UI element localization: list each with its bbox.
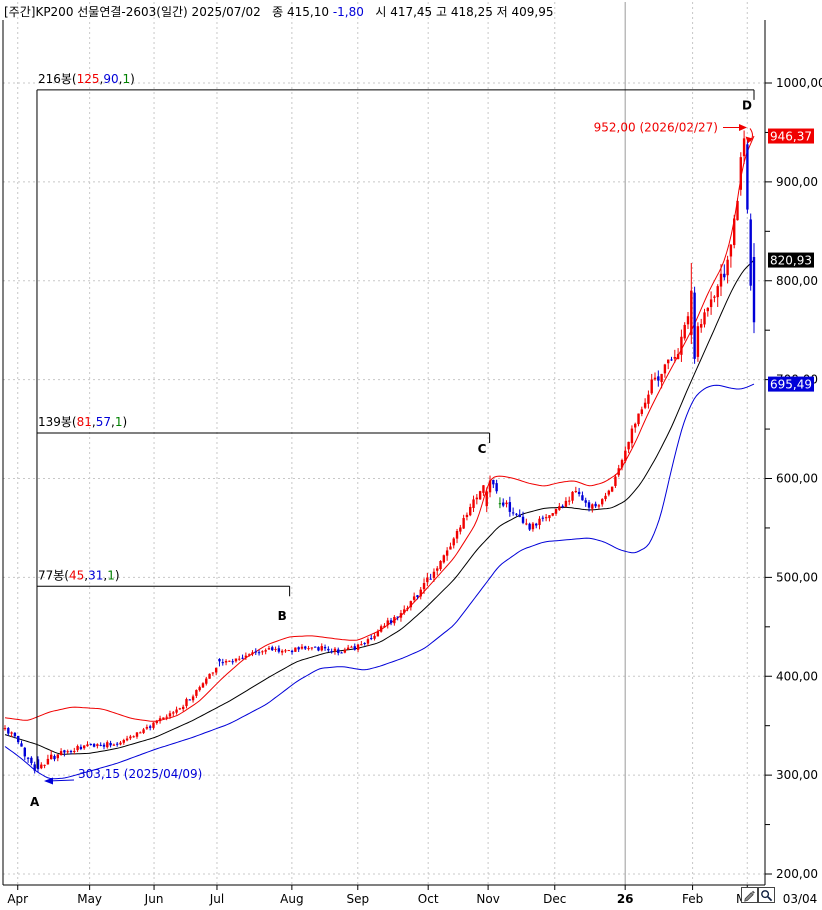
price-marker-value: 695,49: [770, 378, 812, 392]
x-axis-month-label: Feb: [682, 892, 703, 906]
chart-title: [주간]KP200 선물연결-2603(일간) 2025/07/02 종 415…: [4, 3, 554, 20]
grid-layer: [3, 2, 765, 885]
bands-layer: [4, 135, 755, 780]
price-marker-value: 820,93: [770, 254, 812, 268]
title-change-value: -1,80: [332, 5, 364, 19]
title-symbol-ohlc: [주간]KP200 선물연결-2603(일간) 2025/07/02 종 415…: [4, 5, 333, 19]
lower-band-line: [4, 383, 755, 780]
swing-point-letter: C: [478, 442, 487, 456]
price-marker-value: 946,37: [770, 130, 812, 144]
y-axis-label: 300,00: [776, 768, 818, 782]
y-axis-label: 500,00: [776, 570, 818, 584]
price-marker-box: [768, 252, 814, 268]
swing-point-letter: D: [742, 99, 752, 113]
candles-layer: [3, 130, 756, 774]
y-axis-label: 200,00: [776, 867, 818, 881]
x-axis-month-label: Dec: [543, 892, 566, 906]
x-axis-month-label: Nov: [476, 892, 499, 906]
x-axis-month-label: Jun: [144, 892, 164, 906]
bar-count-label: 77봉(45,31,1): [38, 568, 120, 582]
price-marker-box: [768, 128, 814, 144]
y-axis-label: 400,00: [776, 669, 818, 683]
draw-tool-button[interactable]: [741, 887, 758, 903]
y-axis-label: 900,00: [776, 175, 818, 189]
middle-band-line: [4, 259, 755, 755]
bar-count-label: 139봉(81,57,1): [38, 415, 127, 429]
y-axis-label: 1000,00: [776, 76, 822, 90]
x-axis-month-label: 26: [617, 892, 634, 906]
bar-count-label: 216봉(125,90,1): [38, 72, 135, 86]
low-point-label: 303,15 (2025/04/09): [78, 767, 202, 781]
pencil-icon: [744, 890, 755, 902]
title-open-high-low: 시 417,45 고 418,25 저 409,95: [363, 5, 554, 19]
x-axis-month-label: Oct: [418, 892, 439, 906]
annotations-layer: 216봉(125,90,1) D 139봉(81,57,1) C 77봉(45,31,1…: [30, 72, 755, 809]
swing-point-letter: A: [30, 795, 40, 809]
x-axis-month-label: Sep: [346, 892, 369, 906]
zoom-tool-button[interactable]: [758, 887, 775, 903]
y-axis-label: 600,00: [776, 472, 818, 486]
y-axis-label: 800,00: [776, 274, 818, 288]
high-point-label: 952,00 (2026/02/27): [594, 120, 718, 134]
x-axis-end-date-label: 03/04: [783, 892, 818, 906]
x-axis-month-label: Apr: [7, 892, 28, 906]
upper-band-line: [4, 135, 755, 722]
swing-point-letter: B: [278, 609, 287, 623]
x-axis-month-label: May: [77, 892, 102, 906]
x-axis-month-label: Aug: [280, 892, 303, 906]
magnifier-icon: [761, 889, 773, 901]
price-box-layer: 946,37 820,93 695,49: [768, 128, 814, 392]
x-axis-month-label: Jul: [209, 892, 224, 906]
price-marker-box: [768, 376, 814, 392]
